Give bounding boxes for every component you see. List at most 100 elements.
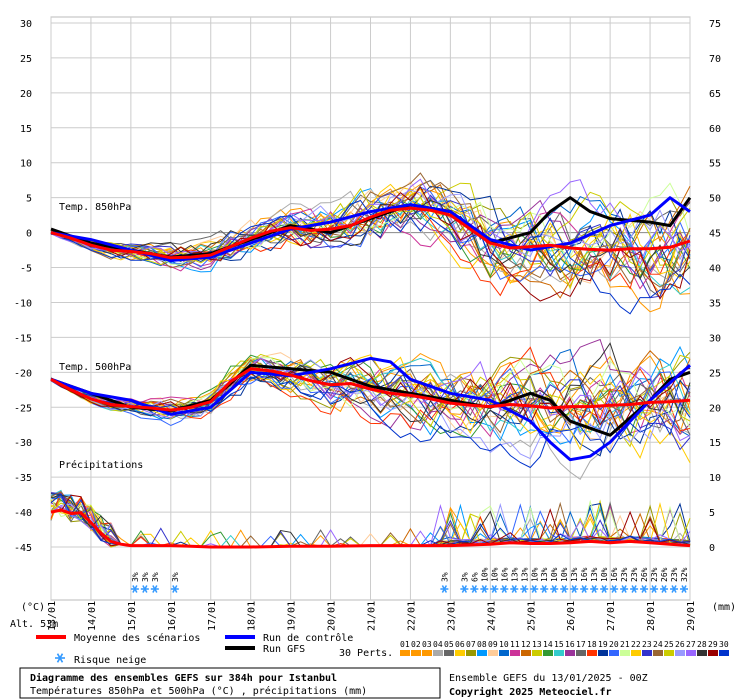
series-line-t850 [50,196,691,262]
snow-risk-label: 23% [650,567,659,582]
left-tick-label: 25 [20,54,32,65]
pert-swatch [543,650,553,656]
footer-box [19,667,441,699]
right-tick-label: 30 [709,333,721,344]
x-tick-label: 13/01 [47,601,58,631]
panel-label-t850: Temp. 850hPa [59,202,131,213]
snowflake-icon [540,585,549,593]
pert-number: 27 [686,640,696,649]
x-tick-label: 23/01 [446,601,457,631]
snow-risk-label: 26% [640,567,649,582]
right-tick-label: 5 [709,508,715,519]
right-tick-label: 70 [709,54,721,65]
pert-number: 17 [576,640,586,649]
snow-risk-label: 23% [670,567,679,582]
snow-risk-label: 16% [610,567,619,582]
x-tick-label: 16/01 [167,601,178,631]
left-tick-label: -5 [20,264,32,275]
left-tick-label: -20 [14,368,32,379]
snow-risk-label: 10% [560,567,569,582]
pert-swatch [400,650,410,656]
snowflake-icon [55,653,65,663]
pert-number: 08 [477,640,487,649]
snow-risk-label: 3% [141,572,150,582]
x-tick-label: 14/01 [87,601,98,631]
pert-swatch [697,650,707,656]
pert-number: 20 [609,640,619,649]
right-tick-label: 40 [709,264,721,275]
panel-label-precip: Précipitations [59,459,143,471]
snow-risk-label: 13% [540,567,549,582]
pert-line-t850 [50,192,691,299]
snow-risk-label: 6% [470,572,479,582]
x-axis-ticks: 13/01 14/01 15/01 16/01 17/01 18/01 19/01 20/01… [47,601,697,631]
pert-number: 25 [664,640,674,649]
pert-swatch [598,650,608,656]
pert-swatch [477,650,487,656]
right-tick-label: 60 [709,124,721,135]
pert-swatch [521,650,531,656]
snowflake-icon [520,585,529,593]
x-tick-label: 24/01 [486,601,497,631]
x-tick-label: 20/01 [327,601,338,631]
right-tick-label: 0 [709,543,715,554]
snowflake-icon [580,585,589,593]
pert-number: 12 [521,640,531,649]
snowflake-icon [140,585,149,593]
x-tick-label: 26/01 [566,601,577,631]
pert-number: 30 [719,640,729,649]
snowflake-icon [170,585,179,593]
snowflake-icon [510,585,519,593]
pert-swatch [510,650,520,656]
right-tick-label: 75 [709,19,721,30]
snowflake-icon [680,585,689,593]
pert-number: 03 [422,640,432,649]
pert-swatch [686,650,696,656]
right-tick-label: 35 [709,298,721,309]
pert-line-t850 [50,199,691,286]
pert-line-t500 [50,357,691,442]
snowflake-icon [590,585,599,593]
series-line-t850 [50,206,691,260]
pert-number: 15 [554,640,564,649]
snowflake-icon [620,585,629,593]
pert-number: 26 [675,640,685,649]
snowflake-icon [490,585,499,593]
snowflake-icon [130,585,139,593]
pert-swatch [642,650,652,656]
x-tick-label: 18/01 [247,601,258,631]
pert-swatch [554,650,564,656]
pert-swatch [532,650,542,656]
pert-swatch [587,650,597,656]
right-tick-label: 50 [709,194,721,205]
snow-risk-label: 3% [171,572,180,582]
right-tick-label: 55 [709,159,721,170]
footer-run: Ensemble GEFS du 13/01/2025 - 00Z [449,673,648,684]
pert-number: 09 [488,640,498,649]
legend-snow-label: Risque neige [74,655,146,666]
left-tick-label: -10 [14,298,32,309]
pert-swatch [675,650,685,656]
snowflake-icon [480,585,489,593]
right-tick-label: 45 [709,229,721,240]
snowflake-icon [660,585,669,593]
left-tick-label: -40 [14,508,32,519]
snowflake-icon [570,585,579,593]
pert-line-t500 [50,354,691,451]
snowflake-icon [530,585,539,593]
pert-number: 28 [697,640,707,649]
snow-risk-label: 3% [440,572,449,582]
x-tick-label: 29/01 [686,601,697,631]
pert-line-t500 [50,357,691,433]
x-tick-label: 22/01 [406,601,417,631]
pert-swatch [631,650,641,656]
pert-number: 21 [620,640,630,649]
legend-gfs-label: Run GFS [263,644,305,655]
snow-risk-label: 3% [131,572,140,582]
left-tick-label: 5 [26,194,32,205]
snow-risk-label: 32% [680,567,689,582]
snow-risk-label: 10% [490,567,499,582]
pert-swatch [609,650,619,656]
snow-risk-label: 23% [620,567,629,582]
